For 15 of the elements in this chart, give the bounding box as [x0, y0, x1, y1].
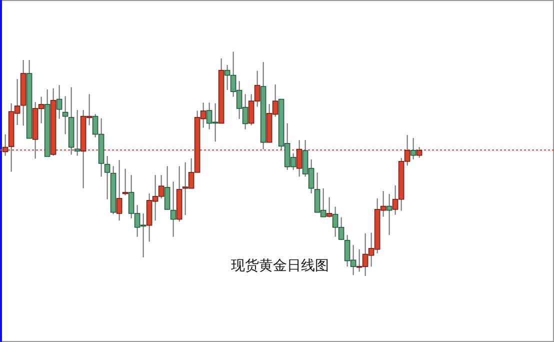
candlestick	[170, 181, 176, 238]
candlestick	[62, 96, 68, 135]
candlestick	[56, 84, 62, 120]
candlestick	[416, 146, 422, 158]
candlestick	[74, 110, 80, 156]
candlestick	[122, 168, 128, 196]
candlestick	[410, 138, 416, 160]
candlestick	[164, 166, 170, 210]
annotation: 现货黄金日线图	[231, 258, 329, 274]
candlestick	[104, 156, 110, 200]
candlestick	[386, 193, 392, 236]
candlestick	[296, 140, 302, 178]
candlestick	[2, 134, 8, 156]
candlestick	[326, 196, 332, 218]
candlestick	[116, 160, 122, 222]
